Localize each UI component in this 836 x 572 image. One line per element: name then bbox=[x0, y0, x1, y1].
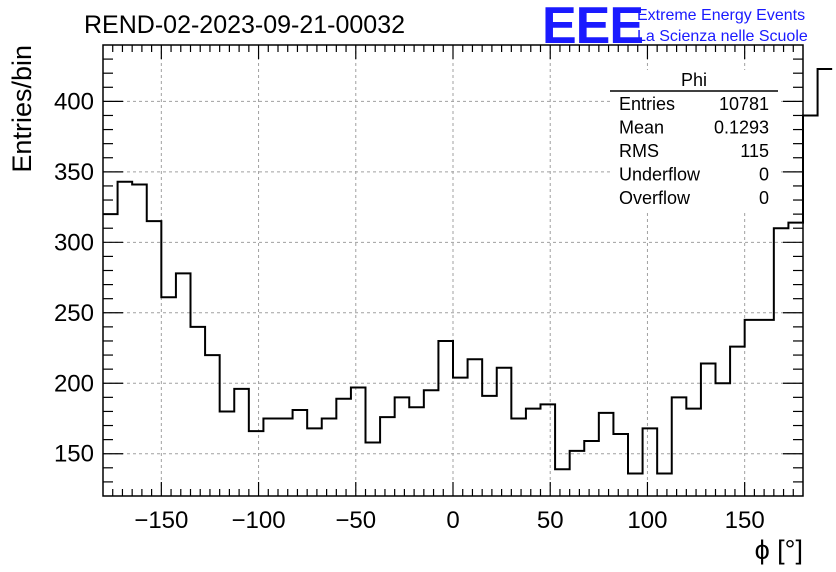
x-tick-labels: −150 −100 −50 0 50 100 150 bbox=[134, 507, 764, 534]
x-axis-title: ϕ [°] bbox=[755, 535, 803, 565]
eee-logo-mark: EEE bbox=[542, 0, 643, 55]
y-tick-label: 350 bbox=[54, 159, 94, 186]
x-tick-label: 0 bbox=[446, 507, 459, 534]
chart-title: REND-02-2023-09-21-00032 bbox=[84, 11, 405, 39]
x-tick-label: −150 bbox=[134, 507, 188, 534]
stats-box: Phi Entries 10781 Mean 0.1293 RMS 115 Underflo… bbox=[610, 70, 778, 210]
stats-row-label: RMS bbox=[619, 141, 659, 161]
stats-row-value: 10781 bbox=[719, 94, 769, 114]
y-tick-label: 400 bbox=[54, 88, 94, 115]
y-tick-label: 150 bbox=[54, 441, 94, 468]
y-tick-label: 200 bbox=[54, 370, 94, 397]
stats-row-value: 0.1293 bbox=[714, 118, 769, 138]
y-axis-title: Entries/bin bbox=[7, 45, 37, 173]
y-tick-label: 250 bbox=[54, 300, 94, 327]
x-tick-label: 150 bbox=[725, 507, 765, 534]
eee-logo-line1: Extreme Energy Events bbox=[637, 7, 805, 24]
x-tick-label: −100 bbox=[232, 507, 286, 534]
x-tick-label: −50 bbox=[335, 507, 376, 534]
eee-logo-line2: La Scienza nelle Scuole bbox=[637, 28, 808, 45]
x-tick-label: 50 bbox=[537, 507, 564, 534]
stats-rows: Entries 10781 Mean 0.1293 RMS 115 Underflow 0 Ov… bbox=[619, 94, 769, 208]
histogram-line bbox=[103, 67, 833, 475]
stats-row-label: Overflow bbox=[619, 188, 691, 208]
eee-logo: EEE Extreme Energy Events La Scienza nel… bbox=[542, 0, 808, 55]
stats-title: Phi bbox=[681, 70, 707, 90]
y-tick-labels: 150 200 250 300 350 400 bbox=[54, 88, 94, 467]
x-tick-label: 100 bbox=[627, 507, 667, 534]
stats-row-value: 115 bbox=[740, 141, 769, 161]
stats-row-value: 0 bbox=[759, 165, 769, 185]
stats-row-value: 0 bbox=[759, 188, 769, 208]
stats-row-label: Underflow bbox=[619, 165, 701, 185]
stats-box-frame bbox=[610, 70, 778, 210]
stats-row-label: Mean bbox=[619, 118, 664, 138]
stats-row-label: Entries bbox=[619, 94, 675, 114]
y-tick-label: 300 bbox=[54, 229, 94, 256]
axis-ticks bbox=[103, 45, 803, 496]
